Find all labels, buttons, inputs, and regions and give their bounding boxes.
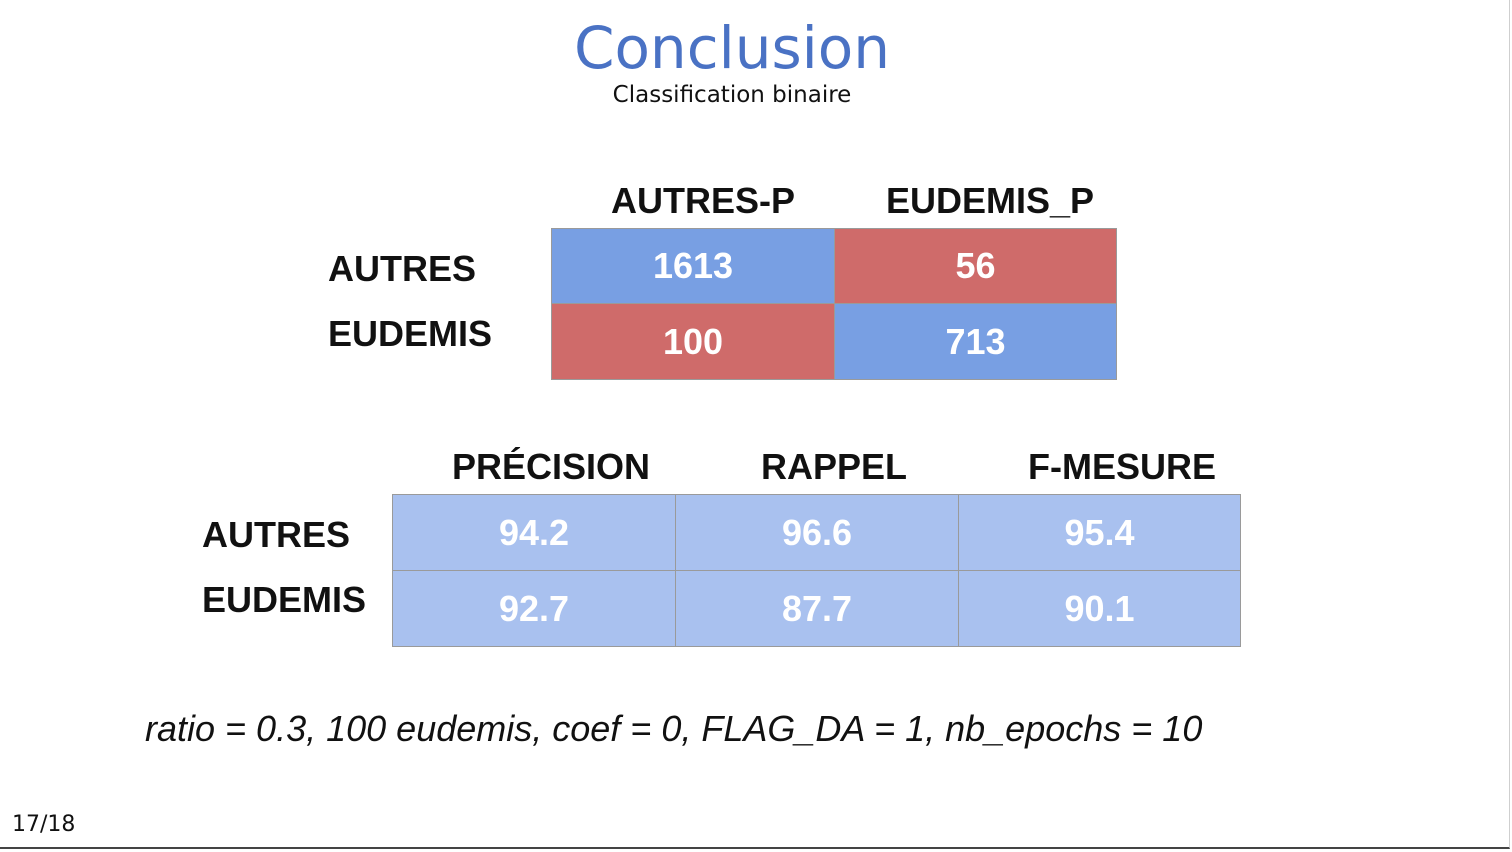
slide-subtitle: Classification binaire bbox=[612, 82, 852, 108]
parameters-footnote: ratio = 0.3, 100 eudemis, coef = 0, FLAG… bbox=[145, 708, 1203, 749]
metrics-col-header: PRÉCISION bbox=[451, 446, 651, 487]
metrics-col-header: RAPPEL bbox=[760, 446, 908, 487]
confusion-col-header: EUDEMIS_P bbox=[885, 180, 1095, 221]
metrics-cell: 92.7 bbox=[392, 570, 676, 647]
confusion-cell: 56 bbox=[834, 228, 1117, 304]
confusion-cell: 713 bbox=[834, 303, 1117, 380]
metrics-cell: 94.2 bbox=[392, 494, 676, 571]
metrics-row-label: AUTRES bbox=[202, 514, 351, 555]
metrics-row-label: EUDEMIS bbox=[202, 579, 367, 620]
metrics-cell: 87.7 bbox=[675, 570, 959, 647]
confusion-row-label: AUTRES bbox=[328, 248, 477, 289]
slide-title: Conclusion bbox=[573, 14, 891, 82]
metrics-cell: 95.4 bbox=[958, 494, 1241, 571]
confusion-col-header: AUTRES-P bbox=[610, 180, 795, 221]
confusion-row-label: EUDEMIS bbox=[328, 313, 493, 354]
metrics-cell: 90.1 bbox=[958, 570, 1241, 647]
metrics-cell: 96.6 bbox=[675, 494, 959, 571]
metrics-col-header: F-MESURE bbox=[1028, 446, 1216, 487]
page-number: 17/18 bbox=[12, 812, 76, 837]
confusion-cell: 100 bbox=[551, 303, 835, 380]
confusion-cell: 1613 bbox=[551, 228, 835, 304]
